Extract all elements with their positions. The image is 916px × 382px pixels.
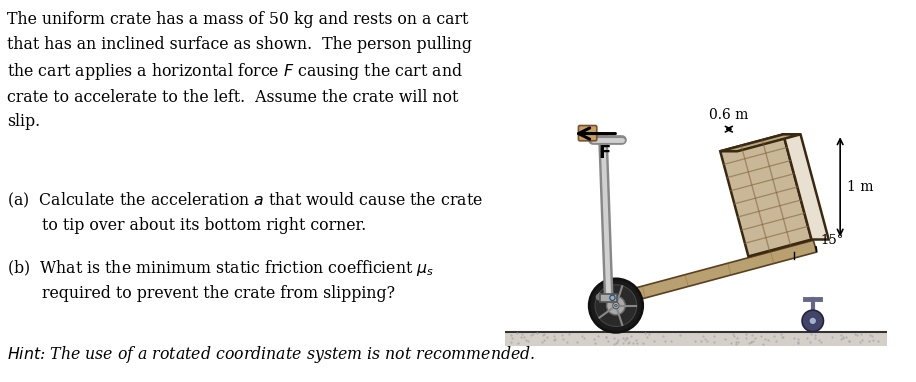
Polygon shape [720, 134, 801, 151]
Circle shape [613, 303, 619, 309]
Text: (a)  Calculate the acceleration $a$ that would cause the crate
       to tip ove: (a) Calculate the acceleration $a$ that … [7, 191, 484, 235]
FancyBboxPatch shape [578, 126, 597, 141]
Circle shape [589, 279, 643, 332]
Text: 0.6 m: 0.6 m [709, 108, 748, 122]
Text: The uniform crate has a mass of 50 kg and rests on a cart
that has an inclined s: The uniform crate has a mass of 50 kg an… [7, 11, 473, 130]
Text: (b)  What is the minimum static friction coefficient $\mu_s$
       required to : (b) What is the minimum static friction … [7, 258, 434, 302]
Text: $\mathbf{F}$: $\mathbf{F}$ [598, 144, 611, 162]
Circle shape [809, 317, 816, 325]
Circle shape [595, 285, 637, 327]
Polygon shape [505, 332, 888, 346]
Text: 15°: 15° [821, 234, 844, 247]
Circle shape [606, 296, 626, 315]
Text: 1 m: 1 m [847, 180, 874, 194]
Polygon shape [783, 134, 829, 240]
Polygon shape [599, 240, 816, 309]
Polygon shape [720, 134, 812, 256]
Circle shape [610, 295, 616, 301]
FancyBboxPatch shape [600, 294, 617, 302]
Circle shape [802, 310, 823, 332]
Text: $\mathit{Hint}$: The use of a rotated coordinate system is not recommended.: $\mathit{Hint}$: The use of a rotated co… [7, 344, 536, 365]
Circle shape [615, 304, 617, 307]
